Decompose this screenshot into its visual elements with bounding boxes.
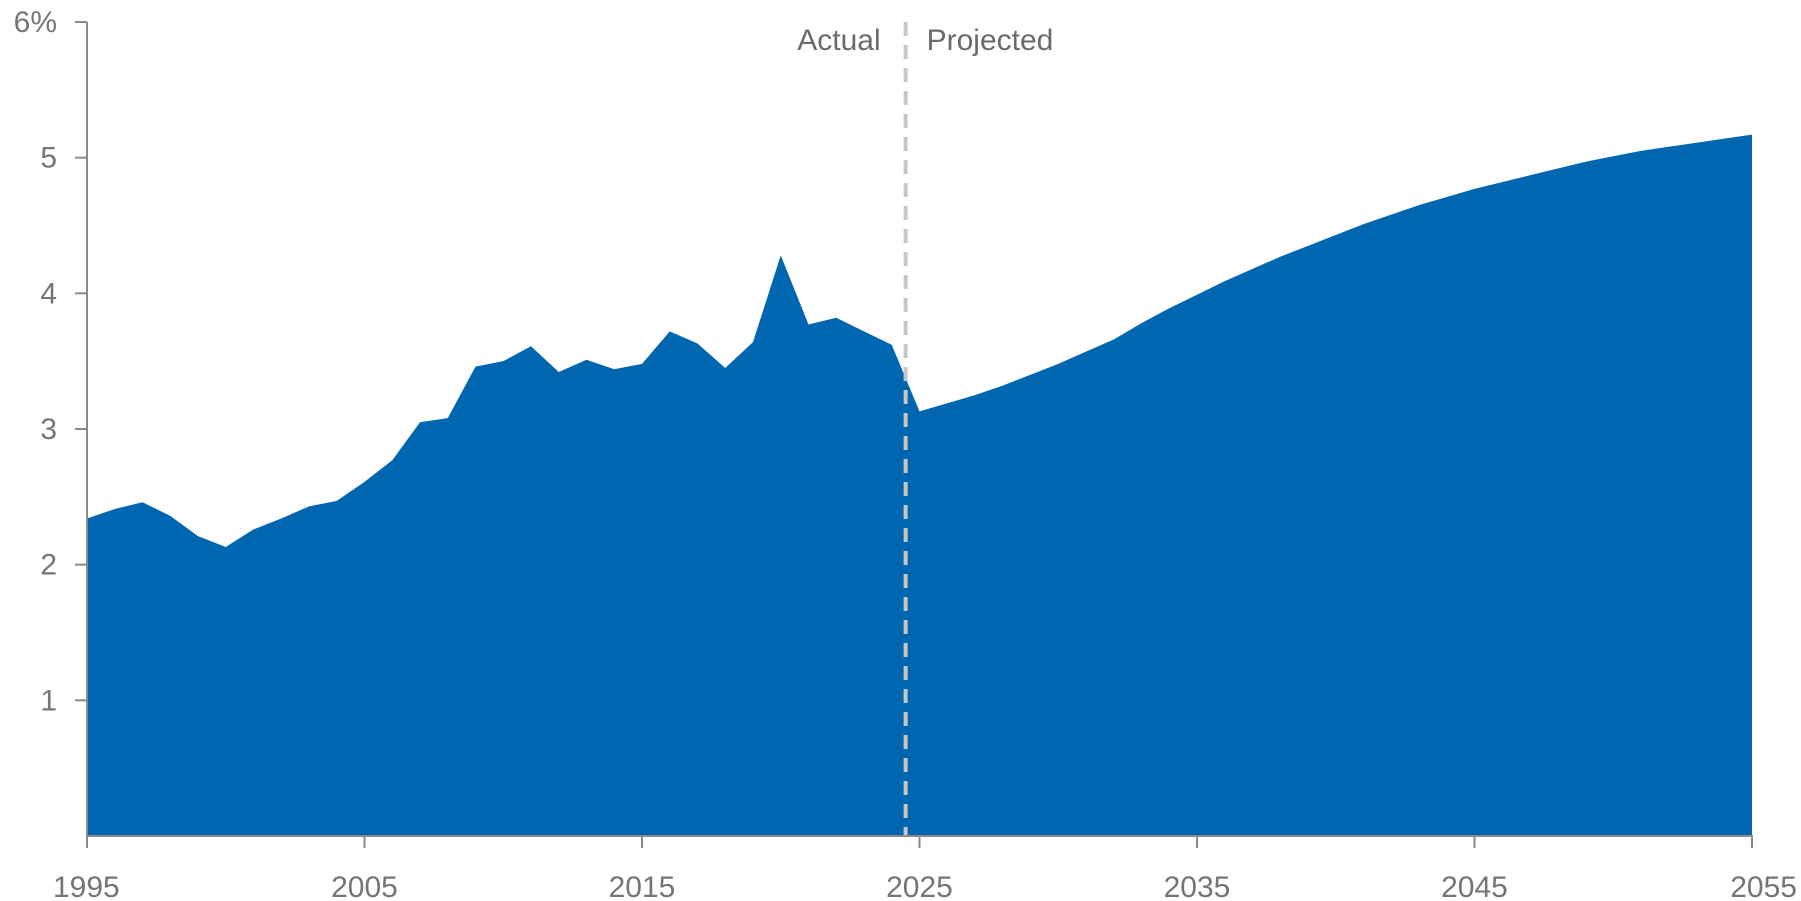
- y-tick-label-6: 6%: [14, 6, 57, 39]
- y-tick-label-1: 1: [40, 684, 57, 717]
- x-tick-label-2015: 2015: [609, 871, 676, 901]
- x-tick-label-2035: 2035: [1164, 871, 1231, 901]
- actual-label: Actual: [797, 24, 880, 57]
- area-layer: [87, 134, 1752, 837]
- label-layer: Actual Projected 1 2 3 4 5 6% 1995 2005 2015 2025 20…: [14, 6, 1797, 901]
- x-tick-label-2045: 2045: [1441, 871, 1508, 901]
- x-tick-label-2025: 2025: [886, 871, 953, 901]
- y-tick-label-2: 2: [40, 549, 57, 582]
- x-tick-label-1995: 1995: [53, 871, 120, 901]
- y-tick-label-4: 4: [40, 277, 57, 310]
- x-tick-label-2055: 2055: [1730, 871, 1797, 901]
- axis-layer: [75, 21, 1753, 848]
- y-tick-label-5: 5: [40, 142, 57, 175]
- area-series-0: [87, 134, 1752, 837]
- x-tick-label-2005: 2005: [331, 871, 398, 901]
- projected-label: Projected: [927, 24, 1054, 57]
- y-tick-label-3: 3: [40, 413, 57, 446]
